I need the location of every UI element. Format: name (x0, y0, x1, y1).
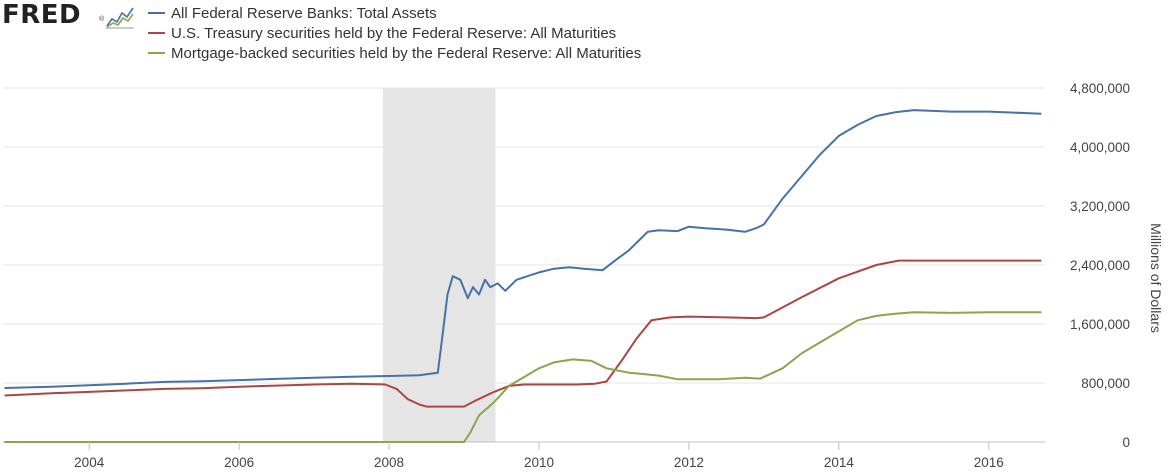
chart-legend: All Federal Reserve Banks: Total Assets U… (148, 4, 641, 64)
registered-mark: ® (99, 16, 105, 23)
gridlines (3, 87, 1045, 443)
legend-swatch (148, 52, 165, 55)
x-tick-label: 2008 (374, 455, 404, 470)
series-line-3[interactable] (4, 311, 1042, 443)
series-line-2[interactable] (4, 259, 1042, 408)
y-tick-label: 1,600,000 (1070, 317, 1130, 332)
legend-swatch (148, 12, 165, 15)
legend-label: Mortgage-backed securities held by the F… (171, 45, 642, 62)
x-tick-label: 2016 (974, 455, 1004, 470)
legend-label: U.S. Treasury securities held by the Fed… (171, 25, 617, 42)
y-tick-label: 0 (1122, 435, 1130, 450)
y-tick-label: 2,400,000 (1070, 258, 1130, 273)
y-tick-label: 4,800,000 (1070, 81, 1130, 96)
y-axis: 0 800,000 1,600,000 2,400,000 3,200,000 4,000… (1070, 81, 1130, 450)
legend-label: All Federal Reserve Banks: Total Assets (171, 5, 437, 22)
y-axis-title: Millions of Dollars (1148, 223, 1164, 333)
series-lines (4, 109, 1042, 443)
y-tick-label: 3,200,000 (1070, 199, 1130, 214)
y-tick-label: 800,000 (1081, 376, 1130, 391)
x-tick-label: 2010 (524, 455, 554, 470)
legend-swatch (148, 32, 165, 35)
x-tick-label: 2014 (824, 455, 855, 470)
x-tick-label: 2004 (74, 455, 105, 470)
x-tick-label: 2012 (674, 455, 704, 470)
series-line-1[interactable] (4, 109, 1042, 389)
legend-item-3[interactable]: Mortgage-backed securities held by the F… (148, 44, 641, 64)
x-tick-label: 2006 (224, 455, 254, 470)
x-axis: 2004 2006 2008 2010 2012 2014 2016 (74, 442, 1004, 470)
legend-item-2[interactable]: U.S. Treasury securities held by the Fed… (148, 24, 641, 44)
fred-logo-text: FRED (2, 0, 82, 30)
legend-item-1[interactable]: All Federal Reserve Banks: Total Assets (148, 4, 641, 24)
fred-chart-icon (105, 5, 135, 29)
y-tick-label: 4,000,000 (1070, 140, 1130, 155)
